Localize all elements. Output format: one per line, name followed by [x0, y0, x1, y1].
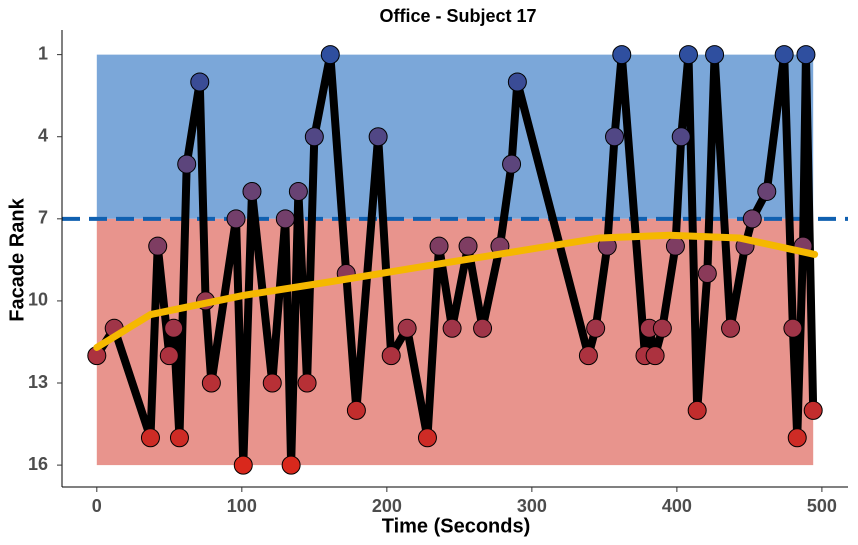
data-point	[705, 45, 725, 65]
data-point	[233, 455, 253, 475]
y-tick-label: 10	[28, 290, 48, 310]
data-point	[226, 209, 246, 229]
data-point	[687, 400, 707, 420]
data-point	[796, 45, 816, 65]
data-point	[288, 181, 308, 201]
trend-line	[93, 231, 819, 351]
data-point	[190, 72, 210, 92]
data-point	[605, 127, 625, 147]
x-tick-label: 500	[807, 496, 837, 516]
data-point	[397, 318, 417, 338]
data-point	[148, 236, 168, 256]
data-point	[697, 264, 717, 284]
data-point	[201, 373, 221, 393]
data-point	[774, 45, 794, 65]
y-tick-label: 13	[28, 372, 48, 392]
data-point	[381, 346, 401, 366]
data-point	[586, 318, 606, 338]
x-tick-label: 300	[517, 496, 547, 516]
data-point	[140, 428, 160, 448]
y-tick-label: 4	[38, 125, 48, 145]
data-point	[803, 400, 823, 420]
data-point	[665, 236, 685, 256]
data-point	[671, 127, 691, 147]
y-tick-label: 7	[38, 208, 48, 228]
data-point	[787, 428, 807, 448]
data-point	[742, 209, 762, 229]
data-point	[507, 72, 527, 92]
data-point	[169, 428, 189, 448]
data-point	[721, 318, 741, 338]
data-point	[578, 346, 598, 366]
data-point	[652, 318, 672, 338]
data-point	[164, 318, 184, 338]
data-point	[281, 455, 301, 475]
x-tick-label: 0	[92, 496, 102, 516]
data-point	[678, 45, 698, 65]
data-point	[304, 127, 324, 147]
y-axis-label: Facade Rank	[6, 197, 28, 321]
data-point	[242, 181, 262, 201]
x-axis-label: Time (Seconds)	[382, 515, 531, 537]
data-point	[757, 181, 777, 201]
data-point	[612, 45, 632, 65]
data-point	[262, 373, 282, 393]
data-point	[473, 318, 493, 338]
data-point	[177, 154, 197, 174]
data-point	[275, 209, 295, 229]
data-point	[346, 400, 366, 420]
y-tick-label: 1	[38, 43, 48, 63]
data-point	[429, 236, 449, 256]
data-point	[368, 127, 388, 147]
data-point	[458, 236, 478, 256]
data-point	[783, 318, 803, 338]
y-tick-label: 16	[28, 454, 48, 474]
data-point	[417, 428, 437, 448]
x-tick-label: 100	[227, 496, 257, 516]
chart-title: Office - Subject 17	[379, 6, 536, 26]
data-point	[645, 346, 665, 366]
data-point	[320, 45, 340, 65]
data-point	[159, 346, 179, 366]
data-point	[502, 154, 522, 174]
x-tick-label: 400	[662, 496, 692, 516]
data-point	[297, 373, 317, 393]
data-point	[442, 318, 462, 338]
x-tick-label: 200	[372, 496, 402, 516]
